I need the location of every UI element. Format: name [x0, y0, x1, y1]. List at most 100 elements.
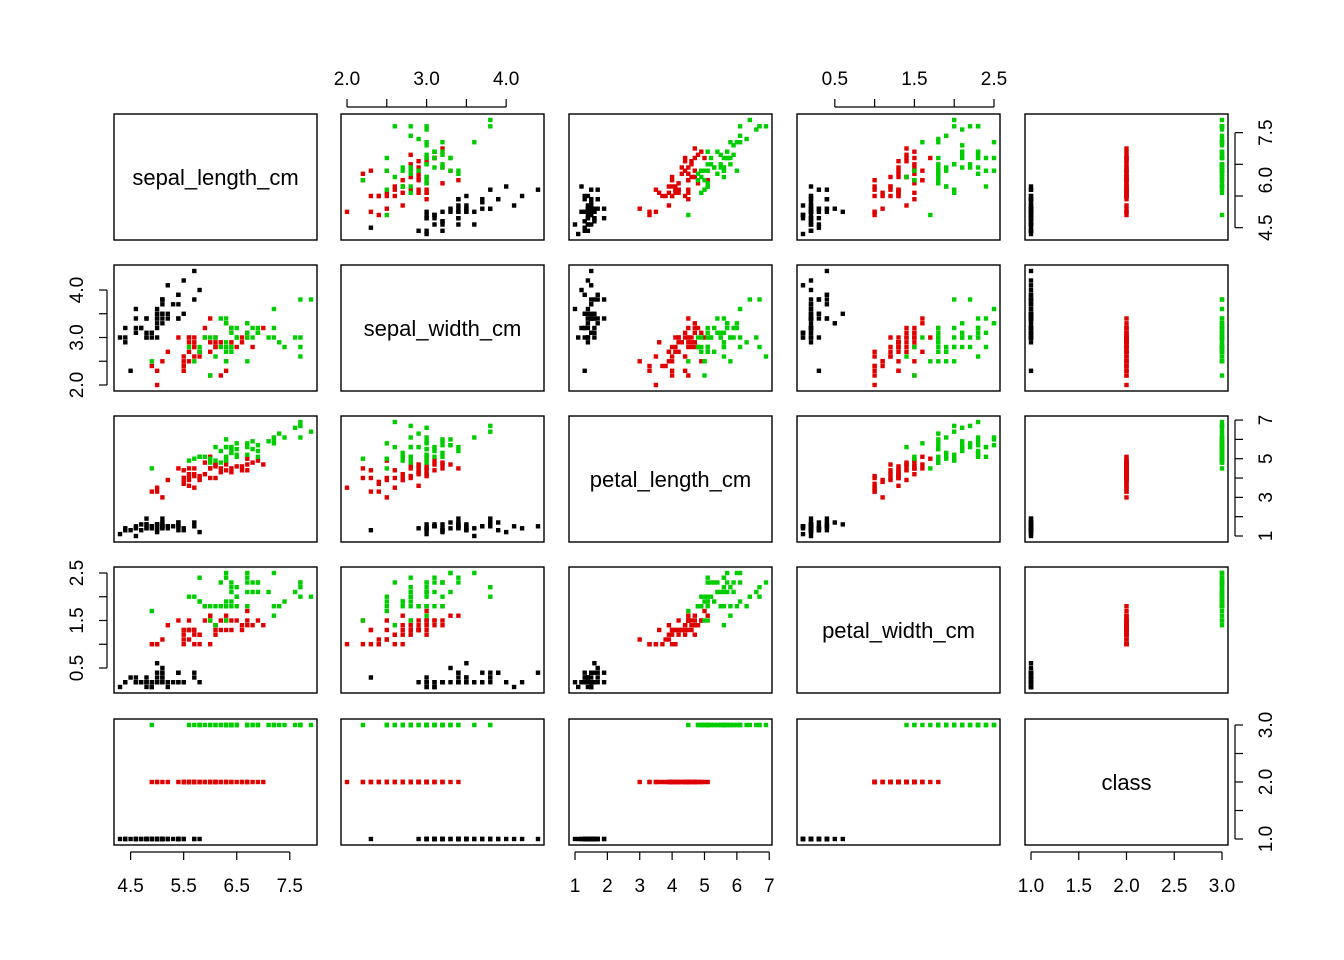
point-103-sepal_width_cm-vs-sepal_length_cm: [223, 340, 229, 345]
point-86-class-vs-petal_width_cm: [912, 779, 917, 785]
point-75-petal_length_cm-vs-petal_width_cm: [904, 468, 909, 473]
point-21-petal_width_cm-vs-sepal_width_cm: [480, 670, 485, 675]
point-14-sepal_width_cm-vs-petal_width_cm: [808, 287, 814, 293]
point-61-petal_width_cm-vs-petal_length_cm: [676, 618, 681, 623]
point-131-petal_width_cm-vs-petal_length_cm: [747, 594, 752, 599]
point-70-sepal_length_cm-vs-sepal_width_cm: [440, 181, 445, 186]
point-108-sepal_width_cm-vs-petal_length_cm: [728, 359, 733, 364]
point-66-sepal_length_cm-vs-petal_width_cm: [912, 190, 917, 195]
point-99-petal_length_cm-vs-sepal_length_cm: [192, 473, 197, 479]
point-117-petal_width_cm-vs-sepal_length_cm: [298, 585, 303, 590]
point-122-class-vs-petal_length_cm: [757, 722, 762, 728]
point-119-petal_length_cm-vs-sepal_length_cm: [208, 456, 213, 461]
point-37-sepal_length_cm-vs-petal_length_cm: [589, 212, 594, 218]
point-78-sepal_width_cm-vs-petal_length_cm: [686, 340, 691, 345]
point-86-sepal_length_cm-vs-petal_width_cm: [912, 155, 917, 161]
point-50-sepal_width_cm-vs-petal_width_cm: [904, 325, 909, 331]
point-130-sepal_length_cm-vs-sepal_width_cm: [408, 133, 413, 138]
point-31-sepal_length_cm-vs-class: [1028, 197, 1034, 202]
point-135-sepal_width_cm-vs-petal_length_cm: [737, 335, 743, 340]
point-73-sepal_width_cm-vs-sepal_length_cm: [213, 344, 218, 350]
point-132-sepal_length_cm-vs-petal_length_cm: [721, 165, 727, 170]
point-95-petal_width_cm-vs-sepal_length_cm: [192, 632, 197, 637]
point-109-sepal_width_cm-vs-petal_length_cm: [737, 306, 743, 312]
point-14-class-vs-sepal_width_cm: [504, 836, 509, 842]
point-13-sepal_length_cm-vs-sepal_width_cm: [424, 231, 429, 237]
point-105-sepal_length_cm-vs-petal_length_cm: [754, 127, 759, 132]
point-72-class-vs-petal_length_cm: [699, 779, 704, 785]
point-57-sepal_length_cm-vs-sepal_width_cm: [376, 212, 381, 218]
point-149-petal_length_cm-vs-class: [1219, 454, 1225, 459]
point-129-class-vs-sepal_length_cm: [271, 722, 277, 728]
point-48-petal_length_cm-vs-sepal_length_cm: [170, 524, 176, 529]
point-68-petal_length_cm-vs-sepal_length_cm: [218, 466, 223, 471]
point-56-sepal_width_cm-vs-class: [1124, 321, 1129, 326]
point-25-sepal_width_cm-vs-sepal_length_cm: [154, 335, 160, 340]
point-147-petal_width_cm-vs-petal_length_cm: [708, 594, 714, 599]
point-108-sepal_length_cm-vs-petal_length_cm: [728, 155, 733, 161]
point-146-class-vs-petal_length_cm: [702, 722, 707, 728]
point-73-petal_length_cm-vs-petal_width_cm: [888, 462, 893, 467]
point-141-petal_length_cm-vs-sepal_length_cm: [255, 454, 261, 459]
panel-sepal_length_cm-vs-sepal_length_cm: [113, 113, 318, 241]
point-105-petal_width_cm-vs-sepal_length_cm: [292, 589, 298, 595]
point-81-sepal_width_cm-vs-class: [1124, 363, 1129, 369]
point-110-petal_width_cm-vs-sepal_width_cm: [440, 594, 445, 599]
point-54-petal_width_cm-vs-petal_length_cm: [689, 618, 694, 623]
point-142-sepal_width_cm-vs-class: [1219, 349, 1225, 354]
point-78-petal_length_cm-vs-sepal_width_cm: [416, 466, 421, 471]
point-77-sepal_length_cm-vs-petal_length_cm: [702, 155, 707, 161]
point-84-petal_length_cm-vs-petal_width_cm: [912, 466, 917, 471]
point-98-sepal_length_cm-vs-class: [1124, 206, 1129, 211]
point-78-sepal_length_cm-vs-sepal_width_cm: [416, 178, 421, 183]
point-74-class-vs-sepal_length_cm: [229, 779, 234, 785]
point-129-class-vs-petal_length_cm: [728, 722, 733, 728]
point-52-sepal_length_cm-vs-petal_width_cm: [912, 149, 917, 154]
point-74-petal_length_cm-vs-sepal_length_cm: [229, 470, 234, 475]
point-113-class-vs-sepal_length_cm: [192, 722, 197, 728]
point-45-sepal_length_cm-vs-sepal_width_cm: [424, 216, 429, 221]
point-140-sepal_length_cm-vs-petal_width_cm: [983, 155, 989, 161]
point-87-class-vs-sepal_length_cm: [223, 779, 229, 785]
point-133-petal_length_cm-vs-sepal_width_cm: [408, 454, 413, 459]
point-122-sepal_width_cm-vs-petal_length_cm: [757, 344, 762, 350]
point-99-petal_length_cm-vs-petal_width_cm: [896, 473, 901, 479]
point-107-class-vs-sepal_length_cm: [277, 722, 282, 728]
point-148-petal_width_cm-vs-sepal_width_cm: [456, 580, 461, 585]
point-50-petal_width_cm-vs-sepal_length_cm: [261, 623, 266, 628]
point-36-sepal_length_cm-vs-class: [1028, 193, 1034, 199]
point-86-petal_width_cm-vs-petal_length_cm: [692, 618, 697, 623]
point-126-sepal_length_cm-vs-petal_width_cm: [936, 171, 941, 176]
point-47-sepal_width_cm-vs-petal_width_cm: [808, 325, 814, 331]
point-12-sepal_length_cm-vs-petal_width_cm: [800, 216, 806, 221]
point-85-sepal_length_cm-vs-petal_width_cm: [920, 178, 925, 183]
point-8-petal_length_cm-vs-sepal_width_cm: [416, 526, 421, 531]
point-29-class-vs-sepal_length_cm: [139, 836, 144, 842]
point-69-sepal_width_cm-vs-petal_length_cm: [666, 359, 672, 364]
panel-class-vs-class: [1024, 718, 1229, 846]
panel-grid: [113, 113, 1229, 846]
point-130-sepal_width_cm-vs-petal_width_cm: [944, 344, 949, 350]
point-85-petal_width_cm-vs-class: [1124, 613, 1129, 618]
point-54-sepal_width_cm-vs-sepal_length_cm: [234, 344, 239, 350]
point-131-petal_length_cm-vs-sepal_width_cm: [488, 429, 493, 434]
point-92-class-vs-sepal_length_cm: [197, 779, 202, 785]
point-23-petal_width_cm-vs-sepal_length_cm: [160, 665, 165, 671]
point-149-class-vs-petal_width_cm: [936, 722, 941, 728]
point-45-class-vs-sepal_length_cm: [144, 836, 149, 842]
point-33-sepal_length_cm-vs-petal_length_cm: [585, 193, 591, 199]
point-92-sepal_width_cm-vs-petal_length_cm: [669, 354, 675, 359]
point-66-sepal_length_cm-vs-petal_length_cm: [686, 190, 691, 195]
point-81-sepal_length_cm-vs-petal_width_cm: [872, 193, 877, 199]
point-62-petal_length_cm-vs-sepal_width_cm: [360, 475, 366, 481]
tick-label-left-sepal_width_cm-2: 4.0: [67, 277, 88, 303]
point-93-sepal_length_cm-vs-petal_length_cm: [647, 209, 652, 214]
point-146-sepal_length_cm-vs-petal_width_cm: [944, 168, 949, 173]
point-117-petal_width_cm-vs-sepal_width_cm: [488, 585, 493, 590]
point-3-sepal_width_cm-vs-sepal_length_cm: [133, 330, 139, 335]
point-84-sepal_width_cm-vs-petal_width_cm: [912, 335, 917, 340]
point-31-sepal_width_cm-vs-sepal_length_cm: [176, 316, 181, 321]
point-111-petal_width_cm-vs-petal_length_cm: [712, 599, 717, 604]
point-63-sepal_width_cm-vs-sepal_length_cm: [213, 340, 218, 345]
point-70-sepal_width_cm-vs-sepal_length_cm: [202, 325, 208, 331]
